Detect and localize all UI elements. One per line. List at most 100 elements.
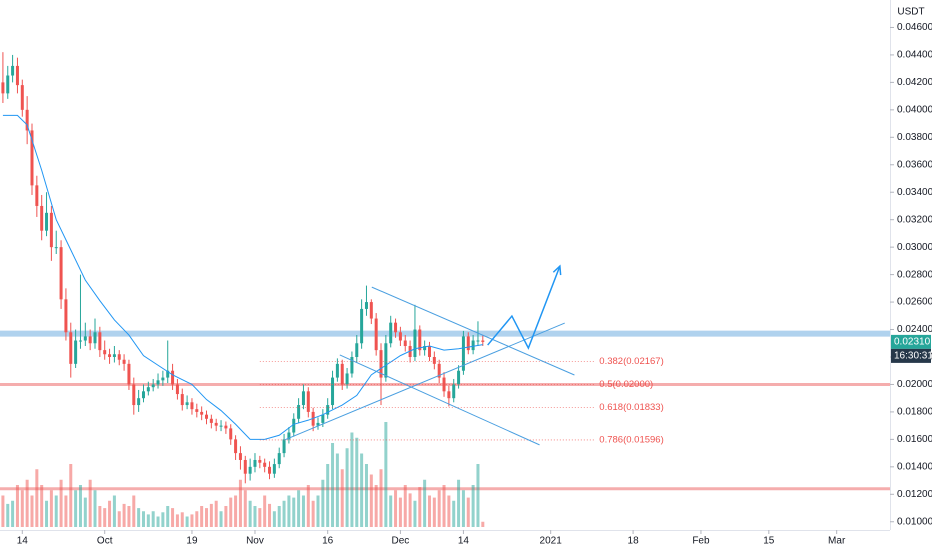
volume-bar [457,479,461,527]
candle-body [64,299,68,333]
volume-bar [83,497,87,527]
volume-bar [185,516,189,527]
candle-body [175,384,179,395]
volume-bar [471,485,475,527]
volume-bar [219,511,223,527]
candle-body [88,336,92,344]
candle-body [1,82,5,94]
candle-body [151,384,155,388]
volume-bar [461,490,465,527]
volume-bar [258,508,262,527]
y-tick-label: 0.02000 [897,379,932,390]
candle-body [427,346,431,357]
y-tick-label: 0.01800 [897,407,932,418]
candle-body [45,212,49,231]
volume-bar [272,511,276,527]
candle-body [306,391,310,412]
y-tick-label: 0.03200 [897,214,932,225]
volume-bar [35,469,39,527]
volume-bar [54,495,58,527]
volume-bar [161,512,165,527]
volume-bar [238,479,242,527]
candle-body [423,346,427,351]
candle-body [83,336,87,341]
volume-bar [355,437,359,527]
volume-bar [229,497,233,527]
x-tick-label: 16 [322,536,334,547]
x-tick-label: Feb [692,536,710,547]
volume-bar [248,500,252,527]
candle-body [219,425,223,427]
candle-body [481,340,485,342]
volume-bar [20,490,24,527]
volume-bar [11,500,15,527]
candle-body [205,414,209,419]
volume-bar [331,443,335,527]
candle-body [394,322,398,333]
candle-body [452,384,456,399]
y-tick-label: 0.03800 [897,132,932,143]
volume-bar [127,506,131,527]
y-tick-label: 0.04200 [897,77,932,88]
candle-body [297,405,301,419]
candle-body [321,414,325,423]
trendline [284,322,565,441]
volume-bar [117,511,121,527]
candle-body [340,363,344,385]
candle-body [108,354,112,357]
candle-body [437,363,441,378]
candle-body [350,356,354,374]
volume-bar [1,495,5,527]
candle-body [112,354,116,357]
volume-bar [398,497,402,527]
volume-bar [316,495,320,527]
y-tick-label: 0.04400 [897,50,932,61]
volume-bar [195,511,199,527]
candle-body [379,350,383,378]
volume-bar [292,497,296,527]
candle-body [146,387,150,392]
trendline [339,354,540,446]
y-tick-label: 0.03400 [897,187,932,198]
y-tick-label: 0.01400 [897,461,932,472]
candle-body [161,377,165,381]
volume-bar [432,497,436,527]
volume-bar [112,495,116,527]
candle-body [209,418,213,423]
y-tick-label: 0.02800 [897,269,932,280]
volume-bar [442,485,446,527]
y-tick-label: 0.01600 [897,434,932,445]
candle-body [457,370,461,385]
candle-body [54,247,58,249]
candle-body [132,384,136,406]
candle-body [35,185,39,206]
candle-body [15,65,19,86]
candle-body [214,422,218,426]
candle-body [447,391,451,399]
candle-body [137,398,141,406]
candle-body [476,340,480,342]
volume-bar [403,485,407,527]
candle-body [122,359,126,364]
candle-body [364,302,368,309]
volume-bar [301,495,305,527]
volume-bar [297,490,301,527]
candle-body [40,205,44,231]
candle-body [345,373,349,385]
candle-body [74,340,78,364]
volume-bar [108,500,112,527]
x-tick-label: 19 [186,536,198,547]
volume-bar [389,495,393,527]
candle-body [180,394,184,406]
volume-bar [49,490,53,527]
candle-body [127,363,131,385]
volume-bar [437,490,441,527]
candle-body [78,340,82,342]
candle-body [287,432,291,440]
candle-body [185,402,189,406]
fib-label: 0.618(0.01833) [599,402,663,413]
volume-bar [205,508,209,527]
fib-label: 0.5(0.02000) [599,379,653,390]
volume-bar [326,464,330,527]
